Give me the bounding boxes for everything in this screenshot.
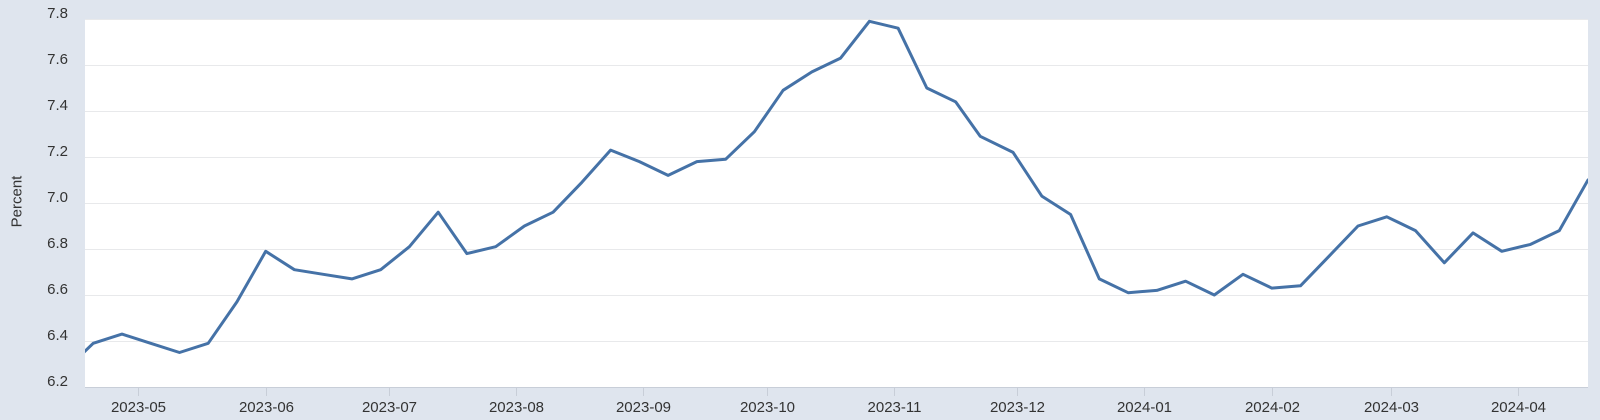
x-tick-label: 2024-01 (1116, 399, 1173, 416)
x-tick-label: 2023-05 (110, 399, 167, 416)
series-line[interactable] (65, 19, 1589, 371)
y-tick-label: 7.8 (47, 4, 68, 22)
x-tick-label: 2023-06 (238, 399, 295, 416)
y-tick-label: 7.4 (47, 96, 68, 114)
x-tick-label: 2024-03 (1363, 399, 1420, 416)
y-tick-label: 6.6 (47, 280, 68, 298)
y-tick-label: 7.2 (47, 142, 68, 160)
x-tick-label: 2024-04 (1490, 399, 1547, 416)
y-tick-label: 7.0 (47, 188, 68, 206)
x-tick-label: 2023-07 (361, 399, 418, 416)
x-tick-label: 2023-12 (989, 399, 1046, 416)
x-axis-tick-marks (138, 388, 1519, 396)
y-tick-label: 6.4 (47, 326, 68, 344)
gridlines (85, 19, 1588, 342)
x-tick-label: 2023-11 (867, 399, 922, 416)
x-tick-label: 2023-09 (615, 399, 672, 416)
x-tick-label: 2023-10 (739, 399, 796, 416)
x-tick-label: 2024-02 (1244, 399, 1301, 416)
y-tick-label: 6.8 (47, 234, 68, 252)
y-tick-label: 7.6 (47, 50, 68, 68)
y-tick-label: 6.2 (47, 372, 68, 390)
x-tick-label: 2023-08 (488, 399, 545, 416)
